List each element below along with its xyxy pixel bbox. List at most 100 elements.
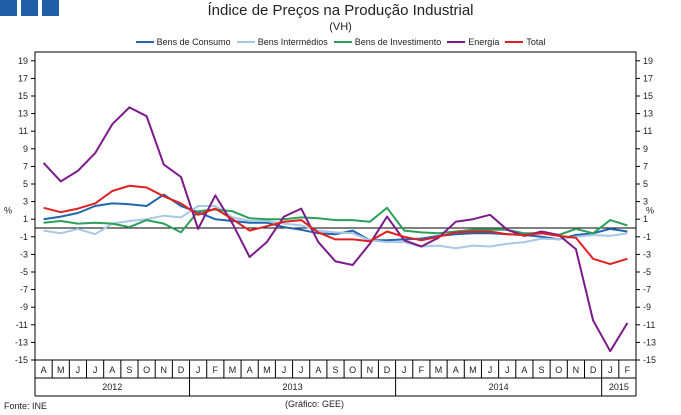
y-tick-label-right: -9 xyxy=(643,302,651,312)
x-tick-label: S xyxy=(126,365,132,375)
x-tick-label: J xyxy=(505,365,510,375)
legend-item: Energia xyxy=(447,37,499,47)
year-label: 2013 xyxy=(283,382,303,392)
year-label: 2014 xyxy=(489,382,509,392)
x-tick-label: F xyxy=(625,365,631,375)
x-tick-label: N xyxy=(573,365,580,375)
x-tick-label: A xyxy=(109,365,115,375)
x-tick-label: J xyxy=(299,365,304,375)
x-tick-label: S xyxy=(332,365,338,375)
y-tick-label-right: 7 xyxy=(643,161,648,171)
x-tick-label: D xyxy=(178,365,185,375)
y-tick-label-left: -13 xyxy=(15,337,28,347)
y-tick-label-left: 9 xyxy=(23,144,28,154)
x-tick-label: O xyxy=(143,365,150,375)
legend-item: Bens Intermédios xyxy=(236,37,328,47)
series-line-bens-interm-dios xyxy=(43,205,628,250)
y-tick-label-right: -11 xyxy=(643,320,655,330)
legend-swatch xyxy=(236,41,255,43)
y-tick-label-left: -11 xyxy=(16,320,28,330)
x-tick-label: A xyxy=(315,365,321,375)
y-axis-label-right: % xyxy=(646,205,654,215)
y-tick-label-right: -5 xyxy=(643,267,651,277)
plot-frame xyxy=(34,51,637,361)
y-tick-label-right: 5 xyxy=(643,179,648,189)
year-label: 2012 xyxy=(102,382,122,392)
y-tick-label-right: 19 xyxy=(643,56,653,66)
x-tick-label: F xyxy=(213,365,219,375)
y-tick-label-right: 17 xyxy=(643,73,653,83)
legend-label: Bens de Investimento xyxy=(354,37,442,47)
y-tick-label-right: -3 xyxy=(643,249,651,259)
y-tick-label-left: 15 xyxy=(18,91,28,101)
x-tick-label: J xyxy=(76,365,81,375)
y-tick-label-left: 11 xyxy=(19,126,28,136)
y-tick-label-right: 11 xyxy=(643,126,652,136)
x-tick-label: D xyxy=(384,365,391,375)
legend-label: Bens Intermédios xyxy=(257,37,328,47)
y-tick-label-left: 1 xyxy=(23,214,28,224)
ine-logo xyxy=(0,0,60,16)
x-tick-label: S xyxy=(539,365,545,375)
legend-label: Bens de Consumo xyxy=(156,37,231,47)
x-tick-label: J xyxy=(196,365,201,375)
x-tick-label: D xyxy=(590,365,597,375)
y-tick-label-left: -9 xyxy=(20,302,28,312)
y-tick-label-right: -15 xyxy=(643,355,656,365)
y-tick-label-left: 5 xyxy=(23,179,28,189)
y-tick-label-left: -1 xyxy=(20,232,28,242)
x-tick-label: M xyxy=(263,365,271,375)
series-line-bens-de-consumo xyxy=(43,193,628,242)
x-tick-label: M xyxy=(57,365,65,375)
y-tick-label-left: 13 xyxy=(18,109,28,119)
chart-legend: Bens de Consumo Bens Intermédios Bens de I… xyxy=(0,37,681,47)
series-line-total xyxy=(43,184,628,266)
x-tick-label: N xyxy=(161,365,168,375)
y-tick-label-right: 1 xyxy=(643,214,648,224)
y-tick-label-right: -7 xyxy=(643,285,651,295)
legend-label: Total xyxy=(526,37,546,47)
year-label: 2015 xyxy=(609,382,629,392)
x-tick-label: O xyxy=(555,365,562,375)
y-tick-label-left: 17 xyxy=(18,73,28,83)
x-tick-label: M xyxy=(229,365,237,375)
x-tick-label: A xyxy=(247,365,253,375)
y-tick-label-left: 7 xyxy=(23,161,28,171)
legend-swatch xyxy=(505,41,524,43)
x-tick-label: J xyxy=(488,365,493,375)
y-tick-label-left: -15 xyxy=(15,355,28,365)
x-tick-label: J xyxy=(93,365,98,375)
source-note: Fonte: INE xyxy=(4,401,48,411)
legend-item: Bens de Consumo xyxy=(135,37,231,47)
legend-item: Bens de Investimento xyxy=(333,37,442,47)
x-tick-label: O xyxy=(349,365,356,375)
y-tick-label-left: -7 xyxy=(20,285,28,295)
y-tick-label-right: 3 xyxy=(643,197,648,207)
y-tick-label-right: -13 xyxy=(643,337,656,347)
y-tick-label-right: 15 xyxy=(643,91,653,101)
legend-item: Total xyxy=(505,37,545,47)
x-tick-label: J xyxy=(402,365,407,375)
x-tick-label: N xyxy=(367,365,374,375)
y-tick-label-left: -3 xyxy=(20,249,28,259)
x-tick-label: J xyxy=(608,365,613,375)
x-tick-label: J xyxy=(282,365,287,375)
legend-swatch xyxy=(447,41,466,43)
y-tick-label-right: -1 xyxy=(643,232,651,242)
x-tick-label: M xyxy=(469,365,477,375)
y-tick-label-left: -5 xyxy=(20,267,28,277)
x-tick-label: A xyxy=(453,365,459,375)
y-axis-label-left: % xyxy=(4,205,12,215)
x-tick-label: F xyxy=(419,365,425,375)
legend-swatch xyxy=(135,41,154,43)
y-tick-label-right: 13 xyxy=(643,109,653,119)
series-line-energia xyxy=(42,106,629,353)
legend-label: Energia xyxy=(468,37,500,47)
x-tick-label: M xyxy=(435,365,443,375)
y-tick-label-left: 19 xyxy=(18,56,28,66)
chart-title: Índice de Preços na Produção Industrial xyxy=(207,2,474,19)
x-tick-label: A xyxy=(41,365,47,375)
series-line-bens-de-investimento xyxy=(43,206,628,236)
chart-subtitle: (VH) xyxy=(329,21,352,33)
